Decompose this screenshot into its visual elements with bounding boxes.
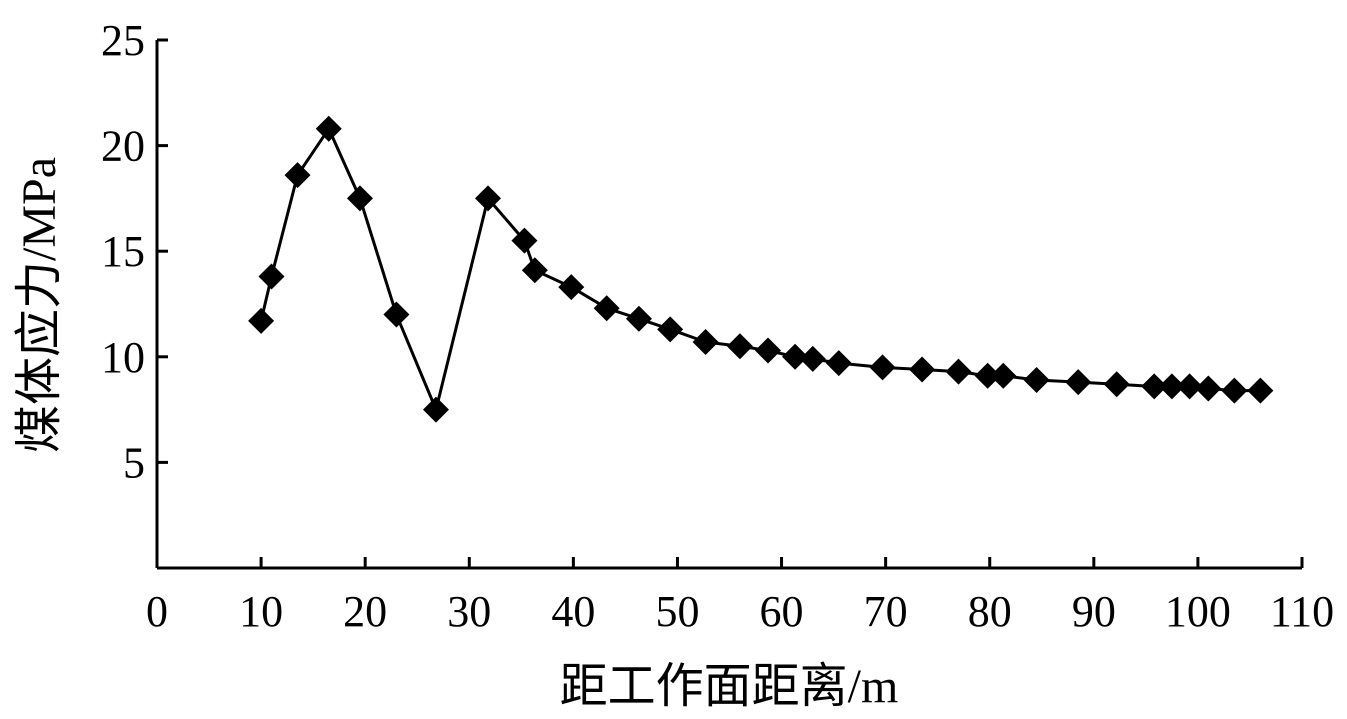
data-point xyxy=(1176,373,1203,400)
y-tick-label: 5 xyxy=(123,438,145,487)
data-point xyxy=(726,333,753,360)
data-point xyxy=(383,301,410,328)
data-point xyxy=(625,305,652,332)
data-point xyxy=(990,362,1017,389)
x-axis-ticks: 0 10 20 30 40 50 60 70 80 90 100 110 xyxy=(146,557,1334,636)
data-point xyxy=(511,227,538,254)
data-point xyxy=(315,115,342,142)
data-point xyxy=(974,362,1001,389)
series-layer xyxy=(248,115,1274,423)
data-point xyxy=(1247,377,1274,404)
data-point xyxy=(258,263,285,290)
axes xyxy=(155,40,1302,570)
y-tick-label: 20 xyxy=(101,122,145,171)
x-tick-label: 80 xyxy=(968,587,1012,636)
x-tick-label: 60 xyxy=(760,587,804,636)
series-line xyxy=(259,127,1261,412)
data-point xyxy=(248,307,275,334)
data-point xyxy=(945,358,972,385)
data-point xyxy=(909,356,936,383)
x-tick-label: 0 xyxy=(146,587,168,636)
data-point xyxy=(1195,375,1222,402)
y-tick-label: 15 xyxy=(101,227,145,276)
data-point xyxy=(755,337,782,364)
x-tick-label: 50 xyxy=(655,587,699,636)
x-tick-label: 90 xyxy=(1072,587,1116,636)
y-axis-title: 煤体应力/MPa xyxy=(13,157,66,453)
data-point xyxy=(475,185,502,212)
data-point xyxy=(1158,373,1185,400)
x-tick-label: 10 xyxy=(239,587,283,636)
y-tick-label: 25 xyxy=(101,16,145,65)
data-point xyxy=(1065,369,1092,396)
data-point xyxy=(284,162,311,189)
data-point xyxy=(799,345,826,372)
data-point xyxy=(558,274,585,301)
data-point xyxy=(1023,367,1050,394)
data-point xyxy=(593,295,620,322)
y-tick-label: 10 xyxy=(101,333,145,382)
data-point xyxy=(521,257,548,284)
data-point xyxy=(1141,373,1168,400)
x-tick-label: 20 xyxy=(343,587,387,636)
x-tick-label: 40 xyxy=(551,587,595,636)
data-point xyxy=(1103,371,1130,398)
data-point xyxy=(657,316,684,343)
x-tick-label: 30 xyxy=(447,587,491,636)
data-point xyxy=(1221,377,1248,404)
x-tick-label: 110 xyxy=(1270,587,1334,636)
x-tick-label: 70 xyxy=(864,587,908,636)
x-axis-title: 距工作面距离/m xyxy=(560,660,899,713)
data-point xyxy=(869,354,896,381)
data-point xyxy=(692,329,719,356)
data-point xyxy=(422,396,449,423)
y-axis-ticks: 5 10 15 20 25 xyxy=(101,16,168,487)
data-point xyxy=(782,343,809,370)
x-tick-label: 100 xyxy=(1165,587,1231,636)
data-point xyxy=(346,185,373,212)
data-point xyxy=(825,350,852,377)
